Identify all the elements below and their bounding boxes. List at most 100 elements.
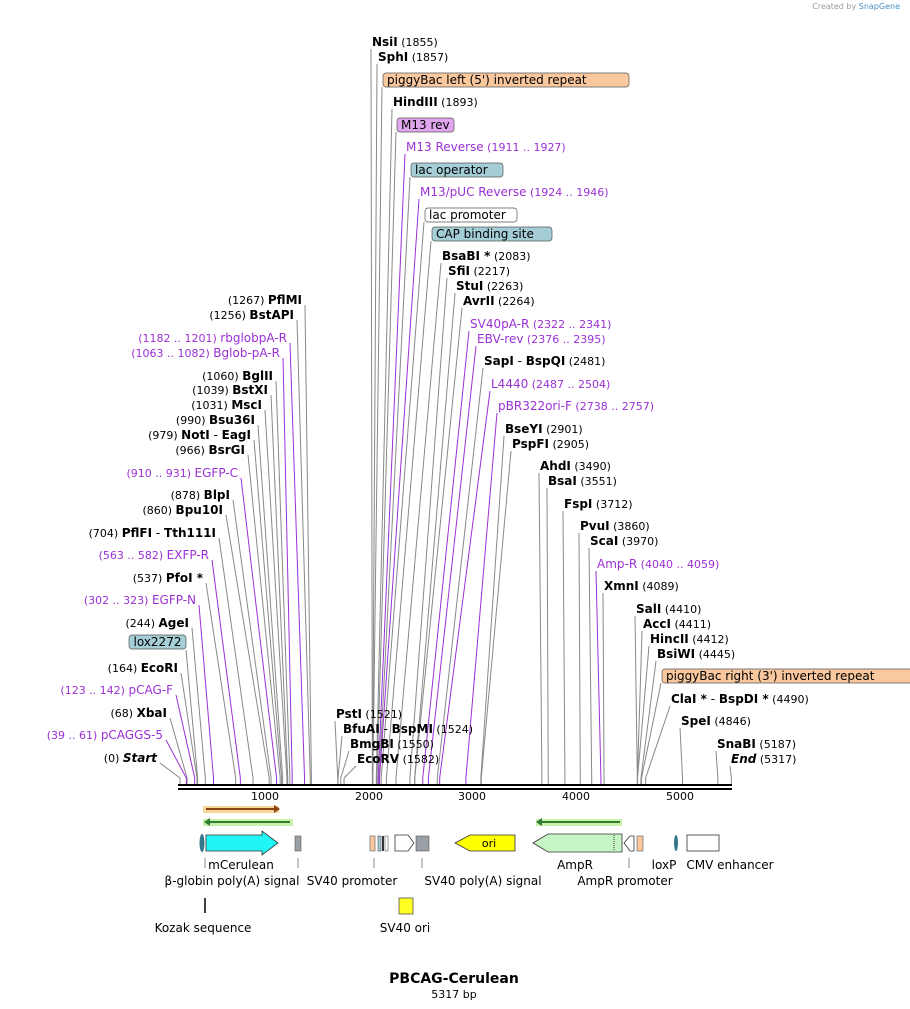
leader-line (595, 570, 602, 779)
leader-line (395, 262, 442, 779)
site-label-end[interactable]: End (5317) (731, 752, 796, 766)
site-label-ecori[interactable]: (164) EcoRI (108, 661, 178, 675)
site-label-cap-binding-site[interactable]: CAP binding site (431, 226, 553, 242)
site-label-clai-[interactable]: ClaI * - BspDI * (4490) (671, 692, 809, 706)
ruler: 1000 2000 3000 4000 5000 (251, 790, 694, 803)
white-promoter-feature[interactable] (394, 834, 415, 852)
label-text: (1256) BstAPI (209, 308, 294, 322)
site-label-bsiwi[interactable]: BsiWI (4445) (657, 647, 735, 661)
site-label-spei[interactable]: SpeI (4846) (681, 714, 751, 728)
site-label-nsii[interactable]: NsiI (1855) (372, 35, 438, 49)
site-label-pflfi[interactable]: (704) PflFI - Tth111I (89, 526, 216, 540)
site-label-piggybac-right-3-inverted-repeat[interactable]: piggyBac right (3') inverted repeat (661, 668, 910, 684)
leader-line (439, 390, 491, 779)
sv40-polya-feature[interactable] (415, 835, 430, 852)
label-text: (1039) BstXI (192, 383, 268, 397)
site-label-egfp-c[interactable]: (910 .. 931) EGFP-C (126, 466, 238, 480)
ori-feature[interactable] (454, 834, 516, 852)
site-label-piggybac-left-5-inverted-repeat[interactable]: piggyBac left (5') inverted repeat (382, 72, 630, 88)
site-label-noti[interactable]: (979) NotI - EagI (148, 428, 251, 442)
site-label-sfii[interactable]: SfiI (2217) (448, 264, 510, 278)
site-label-bfuai[interactable]: BfuAI - BspMI (1524) (343, 722, 473, 736)
bglobin-feature[interactable] (294, 835, 302, 852)
ampr-promoter-feature[interactable] (623, 835, 635, 852)
cmv-enhancer-feature[interactable] (686, 834, 720, 852)
site-label-lac-operator[interactable]: lac operator (410, 162, 504, 178)
site-label-pvui[interactable]: PvuI (3860) (580, 519, 650, 533)
site-label-xmni[interactable]: XmnI (4089) (604, 579, 679, 593)
site-label-m13-rev[interactable]: M13 rev (396, 117, 455, 133)
loxp-feature[interactable] (674, 835, 678, 851)
site-label-exfp-r[interactable]: (563 .. 582) EXFP-R (99, 548, 209, 562)
site-label-rbglobpa-r[interactable]: (1182 .. 1201) rbglobpA-R (138, 331, 287, 345)
sv40-ori-feature[interactable] (398, 897, 414, 915)
site-label-bsabi-[interactable]: BsaBI * (2083) (442, 249, 531, 263)
svg-text:PspFI (2905): PspFI (2905) (512, 437, 589, 451)
mcerulean-feature[interactable] (205, 830, 279, 856)
label-text: (244) AgeI (125, 616, 189, 630)
leader-line (578, 532, 581, 779)
site-label-amp-r[interactable]: Amp-R (4040 .. 4059) (597, 557, 719, 571)
site-label-pcag-f[interactable]: (123 .. 142) pCAG-F (60, 683, 173, 697)
site-label-blpi[interactable]: (878) BlpI (171, 488, 230, 502)
site-label-bseyi[interactable]: BseYI (2901) (505, 422, 583, 436)
site-label-egfp-n[interactable]: (302 .. 323) EGFP-N (84, 593, 196, 607)
site-label-snabi[interactable]: SnaBI (5187) (717, 737, 796, 751)
leader-line (240, 477, 278, 779)
svg-text:BseYI (2901): BseYI (2901) (505, 422, 583, 436)
leader-line (377, 153, 406, 779)
brand-name: SnapGene (858, 2, 900, 11)
site-label-stui[interactable]: StuI (2263) (456, 279, 523, 293)
site-label-bsu36i[interactable]: (990) Bsu36I (176, 413, 255, 427)
site-label-hincii[interactable]: HincII (4412) (650, 632, 729, 646)
site-label-l4440[interactable]: L4440 (2487 .. 2504) (491, 377, 610, 391)
site-label-bsrgi[interactable]: (966) BsrGI (175, 443, 245, 457)
site-label-lac-promoter[interactable]: lac promoter (424, 207, 518, 223)
site-label-bstapi[interactable]: (1256) BstAPI (209, 308, 294, 322)
leader-line (340, 750, 350, 779)
svg-text:EcoRV (1582): EcoRV (1582) (357, 752, 439, 766)
site-label-pfoi-[interactable]: (537) PfoI * (133, 571, 204, 585)
site-label-fspi[interactable]: FspI (3712) (564, 497, 632, 511)
site-label-sv40pa-r[interactable]: SV40pA-R (2322 .. 2341) (470, 317, 611, 331)
site-label-m13-reverse[interactable]: M13 Reverse (1911 .. 1927) (406, 140, 566, 154)
svg-text:SphI (1857): SphI (1857) (378, 50, 448, 64)
site-label-bglii[interactable]: (1060) BglII (202, 369, 273, 383)
site-label-sphi[interactable]: SphI (1857) (378, 50, 448, 64)
site-label-bstxi[interactable]: (1039) BstXI (192, 383, 268, 397)
site-label-avrii[interactable]: AvrII (2264) (463, 294, 535, 308)
site-label-hindiii[interactable]: HindIII (1893) (393, 95, 478, 109)
site-label-scai[interactable]: ScaI (3970) (590, 534, 658, 548)
sv40-promoter-feature[interactable] (369, 835, 376, 852)
site-label-pbr322ori-f[interactable]: pBR322ori-F (2738 .. 2757) (498, 399, 654, 413)
site-label-ahdi[interactable]: AhdI (3490) (540, 459, 611, 473)
primer-arrows (203, 805, 622, 826)
site-label-psti[interactable]: PstI (1521) (336, 707, 402, 721)
plasmid-name: PBCAG-Cerulean (389, 971, 519, 987)
site-label-sapi[interactable]: SapI - BspQI (2481) (484, 354, 605, 368)
svg-text:SalI (4410): SalI (4410) (636, 602, 701, 616)
site-label-ecorv[interactable]: EcoRV (1582) (357, 752, 439, 766)
site-label-acci[interactable]: AccI (4411) (643, 617, 711, 631)
site-label-bglob-pa-r[interactable]: (1063 .. 1082) Bglob-pA-R (131, 346, 280, 360)
leader-line (205, 582, 237, 779)
site-label-sali[interactable]: SalI (4410) (636, 602, 701, 616)
leader-line (602, 592, 605, 779)
site-label-pcaggs-5[interactable]: (39 .. 61) pCAGGS-5 (47, 728, 163, 742)
site-label-bmgbi[interactable]: BmgBI (1550) (350, 737, 434, 751)
site-label-ebv-rev[interactable]: EBV-rev (2376 .. 2395) (477, 332, 606, 346)
site-label-pspfi[interactable]: PspFI (2905) (512, 437, 589, 451)
site-label-xbai[interactable]: (68) XbaI (111, 706, 167, 720)
site-label-msci[interactable]: (1031) MscI (191, 398, 262, 412)
svg-text:FspI (3712): FspI (3712) (564, 497, 632, 511)
site-label-m13-puc-reverse[interactable]: M13/pUC Reverse (1924 .. 1946) (420, 185, 609, 199)
site-label-agei[interactable]: (244) AgeI (125, 616, 189, 630)
site-label-bpu10i[interactable]: (860) Bpu10I (142, 503, 223, 517)
ampr-feature[interactable] (532, 833, 623, 853)
piggybac-right-feature[interactable] (636, 835, 644, 852)
site-label-pflmi[interactable]: (1267) PflMI (228, 293, 302, 307)
site-label-bsai[interactable]: BsaI (3551) (548, 474, 617, 488)
site-label-lox2272[interactable]: lox2272 (128, 634, 187, 650)
site-label-start[interactable]: (0) Start (104, 751, 158, 765)
leader-line (225, 514, 270, 779)
